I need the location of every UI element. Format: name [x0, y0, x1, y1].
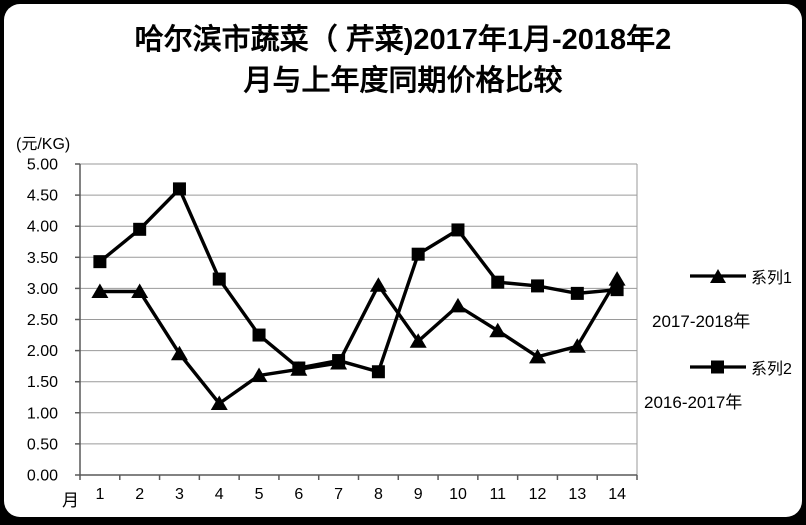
- series2-point: [570, 286, 584, 300]
- y-tick-label: 4.00: [27, 219, 58, 236]
- x-tick-label: 2: [135, 486, 144, 503]
- series2-point: [252, 328, 266, 342]
- x-tick-label: 14: [608, 486, 626, 503]
- series1-point: [170, 345, 188, 361]
- series1-point: [91, 283, 109, 299]
- x-tick-label: 12: [529, 486, 547, 503]
- series1-point: [449, 297, 467, 313]
- triangle-marker-icon: [690, 269, 746, 283]
- y-tick-label: 2.50: [27, 312, 58, 329]
- y-tick-label: 1.50: [27, 374, 58, 391]
- page-title: 哈尔滨市蔬菜（ 芹菜)2017年1月-2018年2 月与上年度同期价格比较: [4, 20, 802, 102]
- price-line-chart: 5.00 4.50 4.00 3.50 3.00 2.50 2.00 1.50 1.00 0.50…: [27, 157, 638, 503]
- legend-item-series2: 系列2: [690, 355, 792, 379]
- series2-point: [133, 222, 147, 236]
- legend-series1-year-label: 2017-2018年: [652, 312, 751, 331]
- x-tick-label: 7: [334, 486, 343, 503]
- series1-point: [409, 333, 427, 348]
- x-tick-label: 11: [489, 486, 506, 503]
- series2-point: [451, 223, 465, 237]
- series2-line: [98, 185, 618, 374]
- y-tick-label: 0.00: [27, 468, 58, 485]
- x-tick-label: 1: [95, 486, 104, 503]
- y-tick-label: 0.50: [27, 436, 58, 453]
- series2-point: [212, 272, 226, 286]
- y-tick-label: 5.00: [27, 157, 58, 174]
- y-tick-label: 4.50: [27, 188, 58, 205]
- series2-point: [371, 365, 385, 379]
- series1-line: [99, 278, 619, 406]
- x-tick-label: 6: [294, 486, 303, 503]
- series2-point: [332, 354, 346, 368]
- legend-series1-label: 系列1: [751, 270, 792, 287]
- y-axis-unit-label: (元/KG): [16, 136, 71, 153]
- chart-title-line1: 哈尔滨市蔬菜（ 芹菜)2017年1月-2018年2: [134, 24, 672, 56]
- series1-point: [131, 283, 149, 299]
- series1-point: [489, 322, 507, 338]
- legend-item-series1: 系列1: [690, 264, 792, 288]
- series2-point: [531, 279, 545, 293]
- series1-point: [210, 395, 228, 410]
- series2-point: [93, 255, 107, 269]
- series2-point: [411, 247, 425, 261]
- series2-point: [491, 275, 505, 289]
- chart-canvas: 哈尔滨市蔬菜（ 芹菜)2017年1月-2018年2 月与上年度同期价格比较 (元…: [4, 4, 802, 517]
- x-tick-label: 13: [568, 486, 586, 503]
- y-tick-label: 2.00: [27, 343, 58, 360]
- series1-point: [568, 338, 586, 353]
- legend-series2-label: 系列2: [751, 361, 792, 378]
- x-tick-label: 3: [175, 486, 184, 503]
- legend-series2-year-label: 2016-2017年: [644, 393, 743, 412]
- series1-point: [608, 271, 626, 286]
- square-marker-icon: [690, 360, 746, 374]
- y-tick-label: 3.50: [27, 250, 58, 267]
- series1-point: [529, 348, 547, 364]
- y-tick-label: 3.00: [27, 281, 58, 298]
- y-tick-label: 1.00: [27, 405, 58, 422]
- x-tick-label: 8: [374, 486, 383, 503]
- series2-point: [610, 283, 624, 297]
- x-tick-label: 9: [414, 486, 423, 503]
- series2-point: [292, 361, 306, 375]
- x-axis-month-label: 月: [62, 491, 79, 510]
- x-tick-label: 10: [449, 486, 467, 503]
- chart-title-line2: 月与上年度同期价格比较: [243, 65, 563, 97]
- x-tick-label: 4: [215, 486, 224, 503]
- series1-point: [369, 277, 387, 292]
- series1-point: [250, 367, 268, 382]
- x-tick-label: 5: [255, 486, 264, 503]
- series2-point: [172, 182, 186, 196]
